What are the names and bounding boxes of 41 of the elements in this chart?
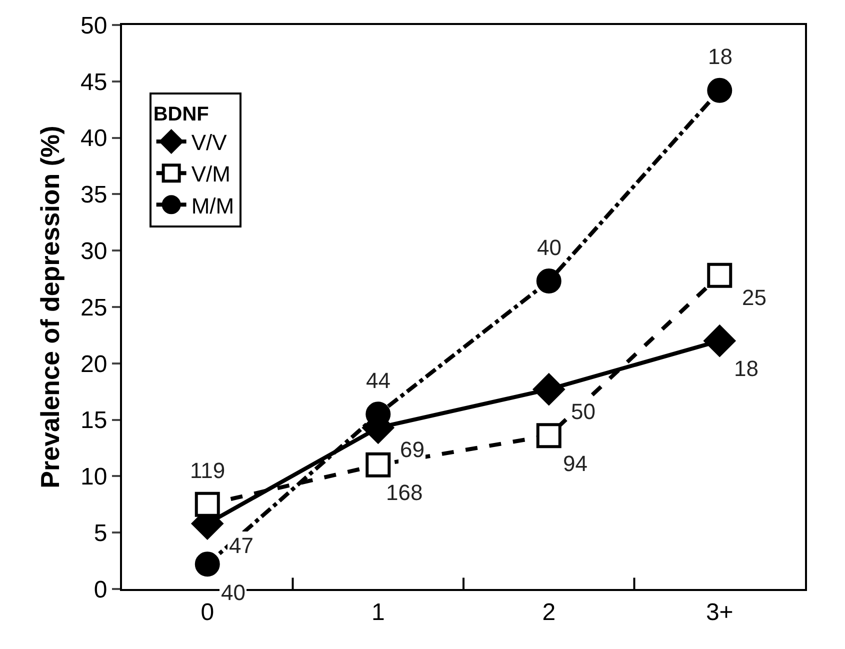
legend-label: V/V bbox=[191, 130, 228, 156]
annotation: 18 bbox=[734, 356, 758, 381]
y-tick-label: 35 bbox=[80, 182, 108, 209]
x-tick-label: 1 bbox=[371, 598, 385, 626]
point bbox=[194, 492, 220, 517]
point bbox=[704, 325, 736, 357]
annotation: 69 bbox=[400, 437, 424, 462]
y-tick-label: 45 bbox=[80, 68, 108, 96]
legend-title: BDNF bbox=[153, 104, 209, 126]
legend-label: V/M bbox=[191, 162, 230, 187]
y-tick-label: 20 bbox=[80, 350, 108, 378]
y-tick-label: 0 bbox=[94, 576, 108, 604]
annotation: 50 bbox=[571, 399, 596, 424]
annotation: 40 bbox=[537, 235, 562, 260]
annotation: 25 bbox=[742, 285, 766, 310]
point bbox=[536, 423, 562, 448]
annotation: 44 bbox=[366, 368, 390, 393]
x-tick-label: 3+ bbox=[706, 598, 734, 626]
y-tick-label: 15 bbox=[80, 407, 108, 434]
point bbox=[707, 78, 732, 103]
annotation: 94 bbox=[563, 451, 588, 476]
y-axis-title: Prevalence of depression (%) bbox=[35, 126, 65, 488]
point bbox=[707, 262, 732, 288]
y-tick-label: 40 bbox=[80, 125, 108, 152]
x-tick-label: 2 bbox=[542, 598, 556, 626]
legend-label: M/M bbox=[191, 193, 234, 218]
annotation: 47 bbox=[229, 533, 254, 558]
point bbox=[366, 452, 391, 478]
y-tick-label: 5 bbox=[94, 520, 108, 547]
x-tick-label: 0 bbox=[200, 598, 214, 626]
point bbox=[194, 552, 220, 577]
y-tick-label: 30 bbox=[80, 238, 108, 265]
y-tick-label: 50 bbox=[80, 12, 108, 40]
annotation: 168 bbox=[386, 480, 423, 505]
point bbox=[533, 374, 565, 406]
annotation: 119 bbox=[190, 458, 226, 483]
annotation: 18 bbox=[708, 44, 732, 69]
annotation: 40 bbox=[221, 580, 246, 605]
y-tick-label: 10 bbox=[80, 464, 108, 491]
y-tick-label: 25 bbox=[80, 294, 108, 322]
point bbox=[536, 268, 562, 294]
